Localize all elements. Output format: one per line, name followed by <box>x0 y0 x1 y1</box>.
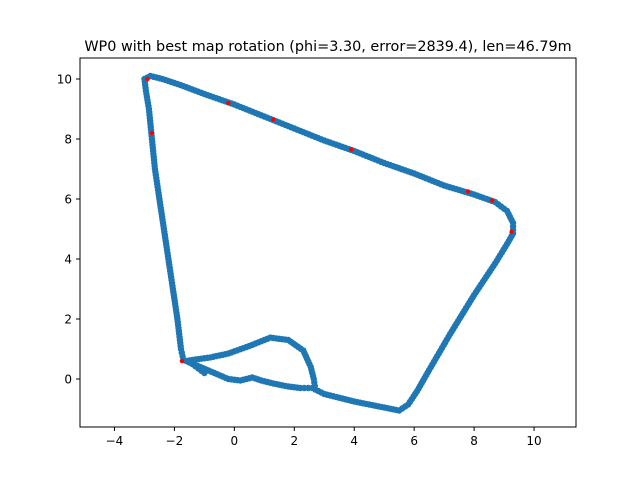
red-data-point <box>149 130 155 136</box>
y-tick-label: 2 <box>64 313 72 327</box>
plot-area-background <box>80 58 576 427</box>
x-tick-label: 2 <box>290 434 298 448</box>
series-markers-blue <box>141 72 517 414</box>
red-data-point <box>465 189 471 194</box>
y-axis: 0 2 4 6 8 10 <box>57 73 80 387</box>
x-tick-label: 8 <box>470 434 478 448</box>
y-tick-label: 8 <box>64 133 72 147</box>
x-tick-label: −2 <box>166 434 184 448</box>
data-point <box>309 384 316 392</box>
x-tick-label: 6 <box>410 434 418 448</box>
red-data-point <box>226 100 231 106</box>
x-tick-label: 10 <box>526 434 541 448</box>
x-tick-label: 4 <box>350 434 358 448</box>
red-data-point <box>145 76 150 82</box>
plot-frame <box>79 57 577 428</box>
y-tick-label: 6 <box>64 193 72 207</box>
y-tick-label: 10 <box>57 73 72 87</box>
red-data-point <box>489 198 495 203</box>
red-data-point <box>349 147 354 152</box>
x-tick-label: 0 <box>231 434 239 448</box>
red-data-point <box>509 229 514 235</box>
x-tick-label: −4 <box>106 434 124 448</box>
series-line-red-highlights <box>145 76 514 364</box>
x-axis: −4 −2 0 2 4 6 8 10 <box>106 427 542 448</box>
red-data-point <box>179 358 185 364</box>
y-tick-label: 4 <box>64 253 72 267</box>
y-tick-label: 0 <box>64 373 72 387</box>
chart-title: WP0 with best map rotation (phi=3.30, er… <box>84 39 571 55</box>
red-data-point <box>271 117 276 122</box>
series-layer <box>141 72 517 414</box>
